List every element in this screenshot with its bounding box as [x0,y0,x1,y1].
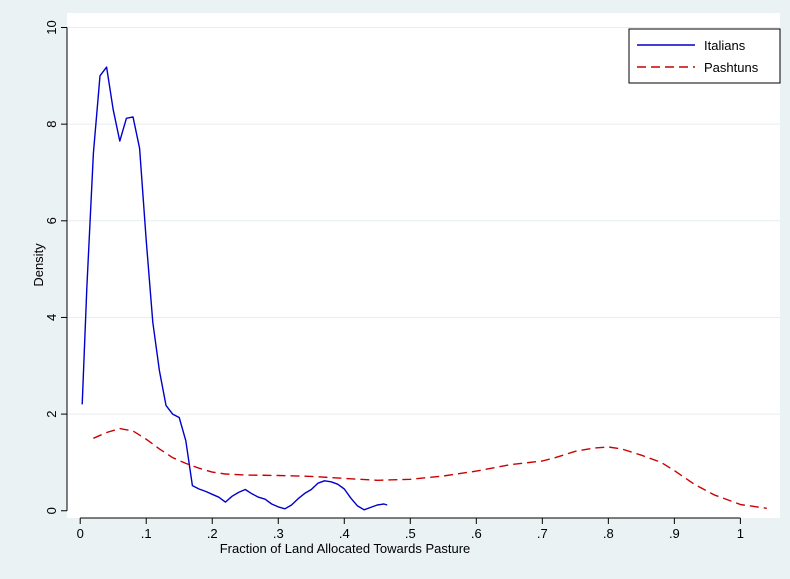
x-tick-label-5: .5 [405,526,416,541]
x-tick-label-4: .4 [339,526,350,541]
x-axis-title: Fraction of Land Allocated Towards Pastu… [220,541,471,556]
legend-box [628,28,781,84]
x-tick-label-7: .7 [537,526,548,541]
y-tick-label-0: 0 [44,507,59,514]
series-line-pashtuns [93,427,767,509]
grid-lines [67,26,780,415]
y-tick-label-1: 2 [44,410,59,417]
y-axis-title: Density [31,243,46,287]
series-lines [81,66,767,511]
y-tick-label-4: 8 [44,121,59,128]
legend-label-pashtuns: Pashtuns [704,60,759,75]
x-tick-label-3: .3 [273,526,284,541]
x-tick-label-1: .1 [141,526,152,541]
plot-area [67,13,780,518]
x-tick-label-10: 1 [737,526,744,541]
legend-label-italians: Italians [704,38,746,53]
x-tick-label-9: .9 [669,526,680,541]
x-tick-label-8: .8 [603,526,614,541]
x-tick-label-2: .2 [207,526,218,541]
y-ticks: 0 2 4 6 8 10 [44,20,67,514]
series-line-italians [81,66,388,511]
y-tick-label-2: 4 [44,314,59,321]
x-tick-label-0: 0 [77,526,84,541]
x-ticks: 0 .1 .2 .3 .4 .5 .6 .7 .8 .9 1 [77,518,744,541]
x-tick-label-6: .6 [471,526,482,541]
legend: Italians Pashtuns [628,28,781,84]
y-tick-label-3: 6 [44,217,59,224]
y-tick-label-5: 10 [44,20,59,34]
